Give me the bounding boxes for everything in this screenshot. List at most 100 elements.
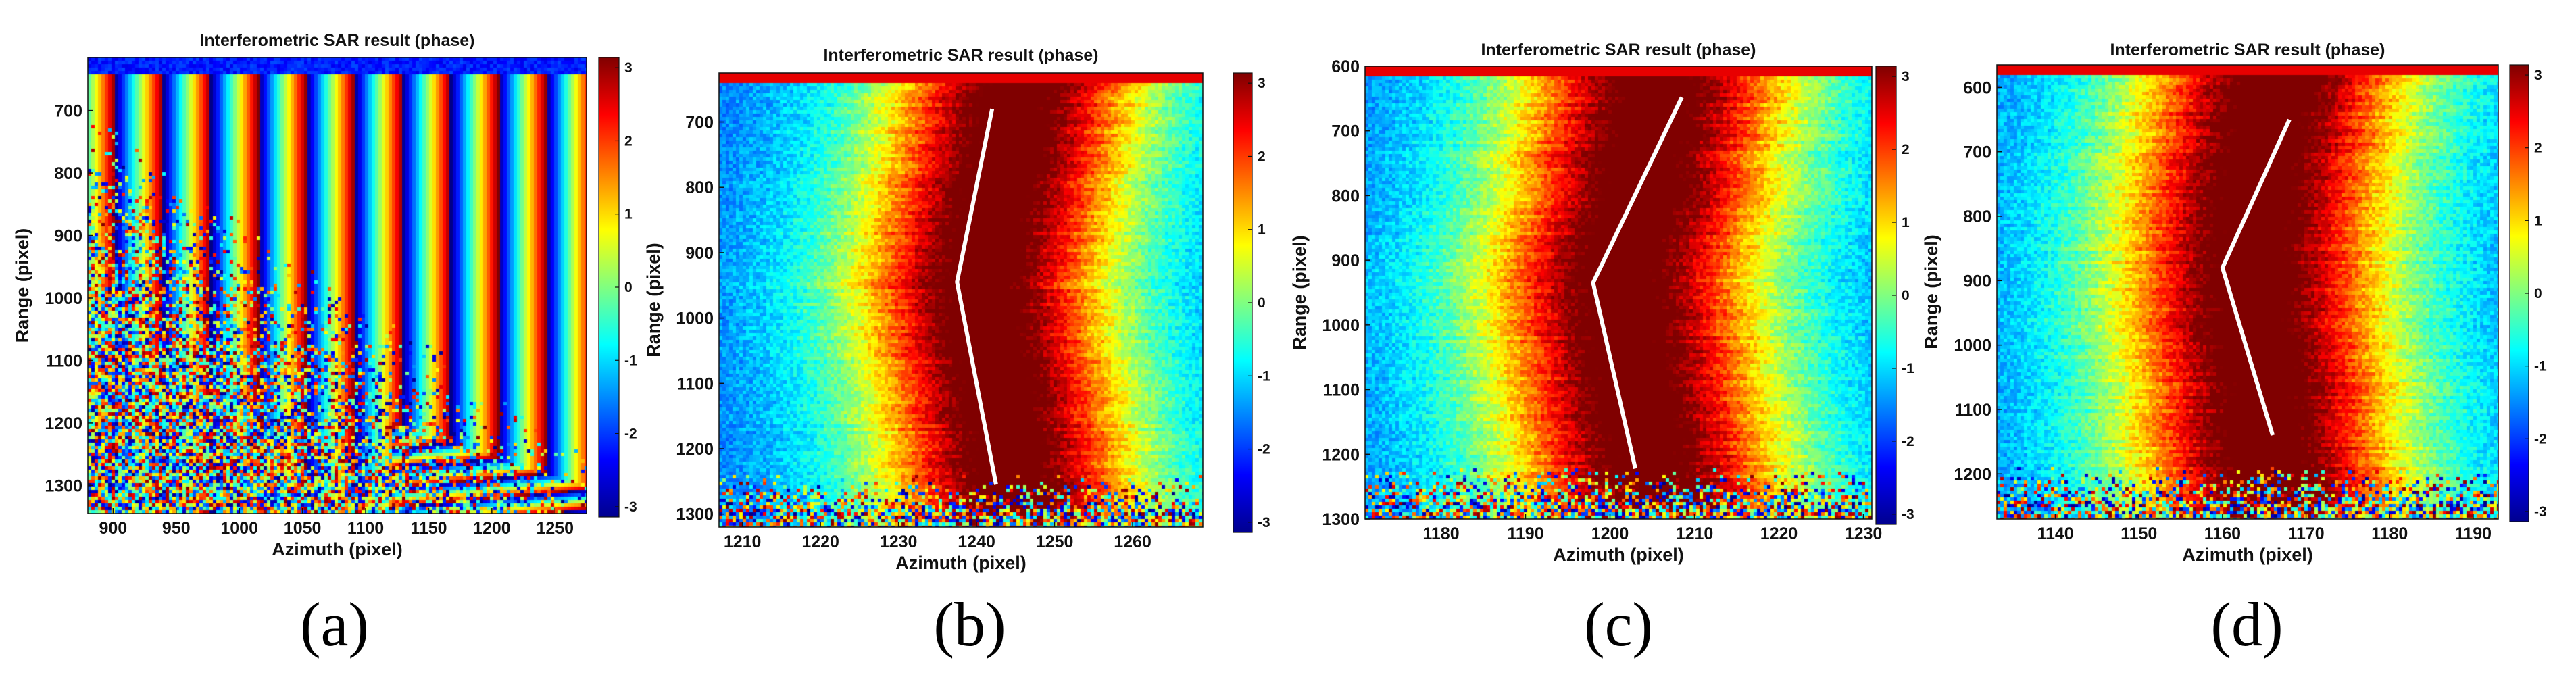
x-tick-label: 1160 bbox=[2204, 524, 2241, 543]
colorbar-tick-label: -2 bbox=[1258, 442, 1270, 457]
colorbar-tick-label: -2 bbox=[1902, 434, 1914, 449]
colorbar-tick-label: -1 bbox=[1902, 361, 1914, 376]
y-tick-label: 800 bbox=[54, 164, 82, 183]
colorbar-tick-label: -3 bbox=[624, 499, 637, 515]
y-tick-label: 1100 bbox=[1323, 381, 1360, 400]
chart-title: Interferometric SAR result (phase) bbox=[1481, 41, 1756, 59]
x-tick-label: 900 bbox=[99, 519, 128, 538]
colorbar-tick-label: -1 bbox=[2534, 359, 2547, 374]
y-tick-label: 1100 bbox=[677, 374, 714, 393]
colorbar-tick-label: 2 bbox=[1902, 142, 1910, 157]
phase-heatmap bbox=[1997, 65, 2498, 519]
boundary-line bbox=[955, 108, 998, 485]
colorbar-tick-label: 1 bbox=[624, 207, 633, 222]
chart-title: Interferometric SAR result (phase) bbox=[823, 46, 1098, 65]
colorbar-tick-label: 3 bbox=[2534, 68, 2542, 83]
colorbar-tick-label: 3 bbox=[1258, 76, 1266, 91]
x-tick-label: 1200 bbox=[1591, 524, 1629, 543]
y-axis-label: Range (pixel) bbox=[1289, 235, 1310, 350]
x-tick-label: 1180 bbox=[2371, 524, 2408, 543]
y-tick-label: 900 bbox=[685, 244, 714, 263]
colorbar-tick-label: 0 bbox=[1902, 288, 1910, 303]
y-tick-label: 900 bbox=[1963, 272, 1991, 291]
y-tick-label: 1100 bbox=[46, 351, 82, 370]
x-tick-label: 1150 bbox=[410, 519, 447, 538]
x-tick-label: 1250 bbox=[1036, 532, 1074, 551]
y-tick-label: 700 bbox=[54, 102, 82, 121]
x-tick-label: 1150 bbox=[2121, 524, 2157, 543]
x-axis-label: Azimuth (pixel) bbox=[272, 539, 403, 559]
plot-frame bbox=[1996, 64, 2499, 520]
x-tick-label: 1200 bbox=[473, 519, 511, 538]
x-tick-label: 1240 bbox=[958, 532, 995, 551]
colorbar-tick-label: -3 bbox=[1258, 515, 1270, 530]
boundary-line bbox=[1591, 96, 1684, 470]
x-tick-label: 1000 bbox=[220, 519, 258, 538]
y-tick-label: 1100 bbox=[1955, 401, 1991, 420]
y-tick-label: 900 bbox=[1331, 251, 1360, 270]
y-tick-label: 1200 bbox=[45, 414, 82, 433]
y-tick-label: 600 bbox=[1963, 78, 1991, 97]
colorbar-tick-label: 3 bbox=[624, 60, 633, 76]
y-tick-label: 700 bbox=[1331, 122, 1360, 141]
x-tick-label: 1210 bbox=[1676, 524, 1714, 543]
x-axis-label: Azimuth (pixel) bbox=[2182, 545, 2313, 565]
colorbar-tick-label: -2 bbox=[624, 426, 637, 442]
y-tick-label: 1200 bbox=[1954, 465, 1991, 484]
y-tick-label: 700 bbox=[1963, 143, 1991, 162]
y-tick-label: 1200 bbox=[1322, 445, 1360, 464]
y-tick-label: 1200 bbox=[676, 440, 714, 459]
x-tick-label: 1170 bbox=[2287, 524, 2324, 543]
x-tick-label: 1220 bbox=[801, 532, 839, 551]
x-tick-label: 950 bbox=[162, 519, 191, 538]
plot-frame bbox=[87, 57, 587, 514]
x-tick-label: 1050 bbox=[284, 519, 322, 538]
colorbar-tick-label: 3 bbox=[1902, 69, 1910, 84]
boundary-line bbox=[2220, 118, 2292, 436]
x-tick-label: 1140 bbox=[2037, 524, 2073, 543]
x-tick-label: 1230 bbox=[1845, 524, 1883, 543]
chart-title: Interferometric SAR result (phase) bbox=[2110, 41, 2385, 59]
y-tick-label: 600 bbox=[1331, 57, 1360, 76]
panel-caption: (d) bbox=[2210, 590, 2283, 659]
y-tick-label: 1000 bbox=[45, 289, 82, 308]
y-tick-label: 800 bbox=[685, 178, 714, 197]
x-axis-label: Azimuth (pixel) bbox=[895, 553, 1026, 573]
colorbar-tick-label: 1 bbox=[1258, 222, 1266, 238]
colorbar-tick-label: -1 bbox=[1258, 368, 1270, 384]
y-tick-label: 800 bbox=[1331, 186, 1360, 205]
x-tick-label: 1190 bbox=[1507, 524, 1543, 543]
colorbar-tick-label: -2 bbox=[2534, 431, 2547, 447]
chart-title: Interferometric SAR result (phase) bbox=[199, 31, 474, 50]
y-tick-label: 1300 bbox=[676, 505, 714, 524]
y-tick-label: 800 bbox=[1963, 207, 1991, 226]
colorbar-tick-label: -1 bbox=[624, 353, 637, 368]
colorbar-tick-label: 0 bbox=[2534, 286, 2542, 301]
plot-frame bbox=[718, 72, 1204, 528]
y-tick-label: 1000 bbox=[1322, 316, 1360, 335]
y-tick-label: 900 bbox=[54, 227, 82, 246]
y-tick-label: 1300 bbox=[45, 476, 82, 495]
y-axis-label: Range (pixel) bbox=[12, 228, 32, 343]
y-axis-label: Range (pixel) bbox=[1921, 234, 1941, 349]
x-tick-label: 1250 bbox=[536, 519, 574, 538]
x-tick-label: 1210 bbox=[724, 532, 762, 551]
x-tick-label: 1190 bbox=[2455, 524, 2492, 543]
panel-caption: (b) bbox=[933, 590, 1006, 659]
colorbar-tick-label: 0 bbox=[1258, 295, 1266, 311]
phase-heatmap bbox=[1365, 66, 1872, 519]
y-tick-label: 700 bbox=[685, 114, 714, 132]
panel-caption: (c) bbox=[1584, 590, 1653, 659]
plot-frame bbox=[1364, 66, 1873, 520]
colorbar-tick-label: 1 bbox=[2534, 213, 2542, 228]
x-tick-label: 1230 bbox=[880, 532, 918, 551]
colorbar-tick-label: 2 bbox=[2534, 141, 2542, 156]
colorbar-tick-label: 2 bbox=[624, 133, 633, 149]
x-axis-label: Azimuth (pixel) bbox=[1553, 545, 1684, 565]
panel-caption: (a) bbox=[300, 590, 369, 659]
y-axis-label: Range (pixel) bbox=[643, 243, 664, 357]
y-tick-label: 1000 bbox=[676, 309, 714, 328]
x-tick-label: 1220 bbox=[1760, 524, 1798, 543]
colorbar-tick-label: -3 bbox=[2534, 504, 2547, 520]
